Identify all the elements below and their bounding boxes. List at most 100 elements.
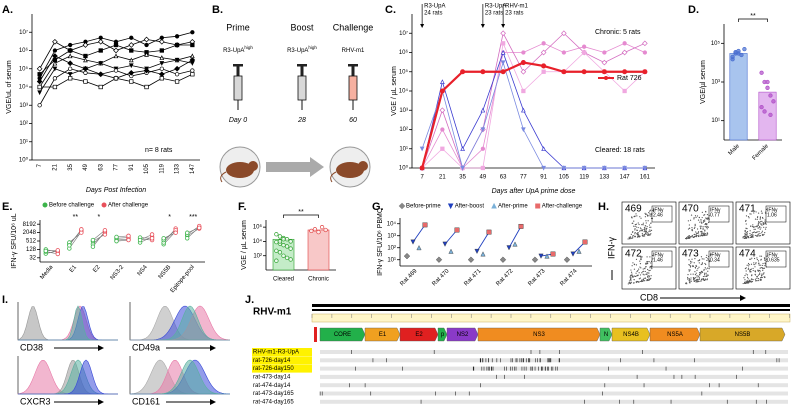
data-point bbox=[622, 41, 627, 46]
flow-event bbox=[690, 262, 692, 264]
data-point bbox=[174, 34, 180, 39]
series-line bbox=[421, 42, 646, 169]
data-point bbox=[521, 107, 526, 113]
data-point bbox=[448, 248, 454, 254]
flow-event bbox=[690, 273, 692, 275]
x-tick-label: Epitope-pool bbox=[170, 264, 196, 294]
x-tick-label: 119 bbox=[579, 175, 589, 181]
agent-sup: high bbox=[308, 45, 317, 50]
flow-event bbox=[637, 234, 639, 236]
data-point bbox=[68, 66, 73, 71]
flow-event bbox=[702, 226, 704, 228]
flow-event bbox=[747, 268, 749, 270]
flow-event bbox=[633, 220, 635, 222]
flow-event bbox=[702, 228, 704, 230]
flow-event bbox=[704, 273, 706, 275]
x-tick-label: 35 bbox=[68, 163, 74, 170]
data-point bbox=[762, 109, 767, 114]
flow-event bbox=[702, 275, 705, 278]
data-point bbox=[82, 42, 89, 48]
flow-event bbox=[762, 222, 764, 224]
flow-event bbox=[637, 270, 639, 272]
gene-segment bbox=[699, 327, 786, 342]
flow-event bbox=[744, 279, 746, 281]
flow-event bbox=[704, 223, 706, 226]
flow-event bbox=[757, 224, 759, 226]
data-point bbox=[174, 65, 180, 72]
flow-event bbox=[701, 231, 703, 233]
alignment-row bbox=[320, 366, 788, 371]
flow-event bbox=[759, 217, 761, 219]
data-point bbox=[67, 243, 72, 248]
annotation: Cleared: 18 rats bbox=[595, 147, 645, 154]
flow-event bbox=[758, 221, 760, 223]
flow-y-label: IFN-γ bbox=[606, 237, 616, 259]
flow-event bbox=[687, 228, 690, 230]
legend-marker bbox=[447, 203, 454, 210]
flow-event bbox=[645, 220, 647, 222]
flow-event bbox=[763, 272, 765, 274]
flow-event bbox=[699, 235, 702, 237]
flow-event bbox=[700, 279, 703, 281]
data-point bbox=[197, 225, 202, 231]
annotation: 23 rats bbox=[505, 11, 523, 17]
data-point bbox=[416, 245, 422, 251]
data-point bbox=[541, 165, 546, 171]
data-point bbox=[52, 53, 58, 59]
flow-event bbox=[649, 213, 651, 215]
flow-event bbox=[759, 279, 762, 281]
flow-gate bbox=[651, 250, 673, 268]
flow-event bbox=[632, 222, 634, 224]
flow-event bbox=[702, 234, 704, 236]
data-point bbox=[500, 69, 506, 75]
data-point bbox=[190, 30, 195, 35]
flow-event bbox=[647, 220, 649, 222]
data-point bbox=[541, 146, 546, 151]
flow-event bbox=[701, 263, 703, 265]
flow-event bbox=[642, 235, 644, 237]
data-point bbox=[500, 30, 506, 37]
flow-event bbox=[695, 216, 697, 218]
flow-event bbox=[701, 222, 703, 224]
flow-event bbox=[648, 278, 651, 281]
flow-event bbox=[639, 235, 641, 238]
data-point bbox=[622, 165, 627, 171]
flow-event bbox=[766, 258, 768, 260]
bar bbox=[758, 91, 777, 141]
data-point bbox=[114, 234, 119, 240]
flow-rat-id: 472 bbox=[625, 249, 642, 260]
legend-label: Rat 726 bbox=[617, 75, 642, 82]
data-point bbox=[460, 146, 465, 151]
flow-event bbox=[687, 274, 689, 276]
flow-event bbox=[763, 257, 766, 259]
flow-event bbox=[647, 276, 649, 278]
flow-rat-id: 473 bbox=[682, 249, 699, 260]
flow-event bbox=[705, 217, 707, 219]
panel-label: A. bbox=[2, 4, 13, 16]
data-point bbox=[323, 227, 328, 233]
data-point bbox=[435, 256, 443, 263]
data-point bbox=[43, 248, 48, 254]
flow-event bbox=[745, 227, 747, 229]
flow-event bbox=[707, 233, 709, 235]
data-point bbox=[113, 53, 119, 59]
histogram-curve bbox=[130, 305, 230, 341]
data-point bbox=[759, 70, 764, 75]
flow-event bbox=[697, 231, 700, 233]
panel-label: D. bbox=[688, 4, 699, 16]
flow-event bbox=[638, 230, 641, 232]
data-point bbox=[540, 49, 547, 56]
flow-event bbox=[750, 268, 752, 270]
data-point bbox=[480, 69, 486, 75]
y-tick-label: 10³ bbox=[387, 233, 396, 239]
flow-event bbox=[644, 227, 646, 229]
flow-event bbox=[703, 279, 706, 282]
flow-event bbox=[628, 236, 630, 238]
flow-event bbox=[693, 262, 695, 264]
flow-event bbox=[706, 218, 708, 220]
histogram-arrowhead bbox=[210, 399, 216, 405]
bar bbox=[729, 53, 748, 141]
flow-gate-pct: 0.34 bbox=[710, 257, 720, 263]
flow-box bbox=[678, 246, 734, 290]
